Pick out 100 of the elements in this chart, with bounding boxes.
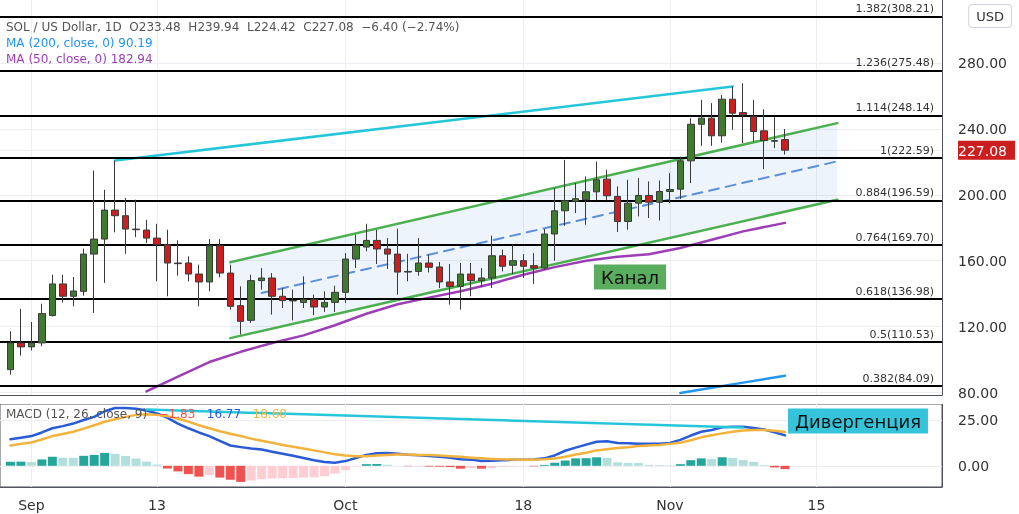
bar bbox=[717, 457, 727, 466]
x-tick-label: Sep bbox=[18, 497, 45, 513]
annotation: Дивергенция bbox=[795, 410, 921, 432]
line-series bbox=[145, 221, 787, 393]
candlestick bbox=[750, 99, 757, 143]
candlestick bbox=[132, 199, 140, 238]
ref-line-label: 0.884(196.59) bbox=[855, 186, 934, 200]
candlestick bbox=[384, 237, 391, 270]
candlestick bbox=[614, 185, 621, 233]
candlestick bbox=[687, 117, 695, 184]
candlestick bbox=[718, 94, 726, 144]
text: MA (200, close, 0) 90.19 bbox=[6, 36, 153, 50]
y-axis-title: USD bbox=[976, 9, 1004, 24]
candlestick bbox=[321, 290, 328, 313]
y-tick-label: 25.00 bbox=[958, 412, 999, 429]
candlestick bbox=[457, 262, 464, 311]
bar bbox=[728, 458, 738, 466]
candlestick bbox=[17, 308, 25, 357]
candlestick bbox=[666, 172, 674, 204]
candlestick bbox=[708, 102, 715, 147]
candlestick bbox=[28, 321, 35, 352]
y-tick-label: 240.00 bbox=[958, 120, 1007, 137]
bar bbox=[58, 457, 68, 466]
candlestick bbox=[331, 285, 339, 313]
ref-line-label: 1(222.59) bbox=[879, 143, 934, 157]
candlestick bbox=[698, 99, 705, 147]
candlestick bbox=[363, 223, 370, 252]
bar bbox=[466, 465, 476, 468]
annotation: Канал bbox=[600, 266, 660, 288]
candlestick bbox=[541, 228, 548, 271]
ref-line-label: 1.236(275.48) bbox=[855, 56, 934, 70]
ref-line-label: 0.764(169.70) bbox=[855, 230, 934, 244]
text: SOL / US Dollar, 1D O233.48 H239.94 L224.42 C227.08 −6.40 (−2.74%) bbox=[6, 20, 460, 34]
candlestick bbox=[206, 238, 213, 292]
candlestick bbox=[7, 330, 14, 376]
bar bbox=[79, 455, 89, 466]
bar bbox=[215, 465, 225, 478]
candlestick bbox=[185, 255, 192, 282]
candlestick bbox=[520, 253, 527, 279]
candlestick bbox=[561, 159, 569, 227]
bar bbox=[780, 465, 790, 470]
candlestick bbox=[111, 160, 119, 233]
candlestick bbox=[530, 252, 538, 285]
candlestick bbox=[415, 237, 422, 277]
y-tick-label: 160.00 bbox=[958, 252, 1007, 269]
candlestick bbox=[80, 248, 87, 297]
candlestick bbox=[781, 128, 789, 156]
candlestick bbox=[59, 274, 67, 303]
candlestick bbox=[174, 239, 182, 277]
bar bbox=[204, 465, 214, 476]
ref-line-label: 0.5(110.53) bbox=[869, 328, 934, 342]
y-tick-label: 120.00 bbox=[958, 318, 1007, 335]
x-tick-label: 13 bbox=[148, 497, 166, 513]
bar bbox=[68, 457, 78, 466]
ref-line-label: 0.618(136.98) bbox=[855, 284, 934, 298]
x-tick-label: 15 bbox=[807, 497, 826, 513]
candlestick bbox=[352, 234, 360, 269]
ref-line-label: 0.382(84.09) bbox=[862, 371, 934, 385]
candlestick bbox=[373, 229, 381, 265]
candlestick bbox=[488, 235, 496, 289]
x-tick-label: 18 bbox=[514, 497, 533, 513]
x-tick-label: Oct bbox=[333, 497, 359, 513]
candlestick bbox=[38, 303, 46, 347]
candlestick bbox=[436, 261, 443, 289]
y-tick-label: 280.00 bbox=[958, 54, 1007, 71]
y-tick-label: 80.00 bbox=[958, 384, 999, 401]
candlestick bbox=[300, 275, 307, 309]
y-tick-label: 227.08 bbox=[958, 142, 1007, 159]
candlestick bbox=[771, 116, 778, 149]
ref-line-label: 1.382(308.21) bbox=[855, 2, 934, 16]
candlestick bbox=[90, 170, 98, 314]
candlestick bbox=[572, 182, 579, 214]
candlestick bbox=[478, 267, 485, 288]
candlestick bbox=[467, 262, 475, 297]
candlestick bbox=[739, 82, 747, 144]
candlestick bbox=[247, 274, 255, 324]
candlestick bbox=[509, 244, 517, 275]
candlestick bbox=[425, 254, 433, 273]
candlestick bbox=[624, 179, 632, 231]
candlestick bbox=[551, 187, 558, 262]
candlestick bbox=[49, 274, 56, 317]
candlestick bbox=[216, 238, 224, 278]
candlestick bbox=[645, 180, 653, 219]
bar bbox=[26, 461, 36, 466]
candlestick bbox=[603, 169, 611, 201]
candlestick bbox=[101, 189, 108, 284]
candlestick bbox=[635, 177, 642, 217]
candlestick bbox=[656, 179, 663, 221]
y-tick-label: 200.00 bbox=[958, 186, 1007, 203]
ref-line-label: 1.114(248.14) bbox=[855, 101, 934, 115]
candlestick bbox=[404, 253, 412, 282]
bar bbox=[696, 458, 706, 466]
candlestick bbox=[499, 249, 506, 272]
candlestick bbox=[279, 287, 286, 309]
candlestick bbox=[593, 160, 600, 201]
candlestick bbox=[227, 264, 234, 311]
candlestick bbox=[729, 86, 736, 131]
candlestick bbox=[394, 228, 401, 296]
candlestick bbox=[342, 252, 349, 304]
candlestick bbox=[310, 294, 318, 316]
